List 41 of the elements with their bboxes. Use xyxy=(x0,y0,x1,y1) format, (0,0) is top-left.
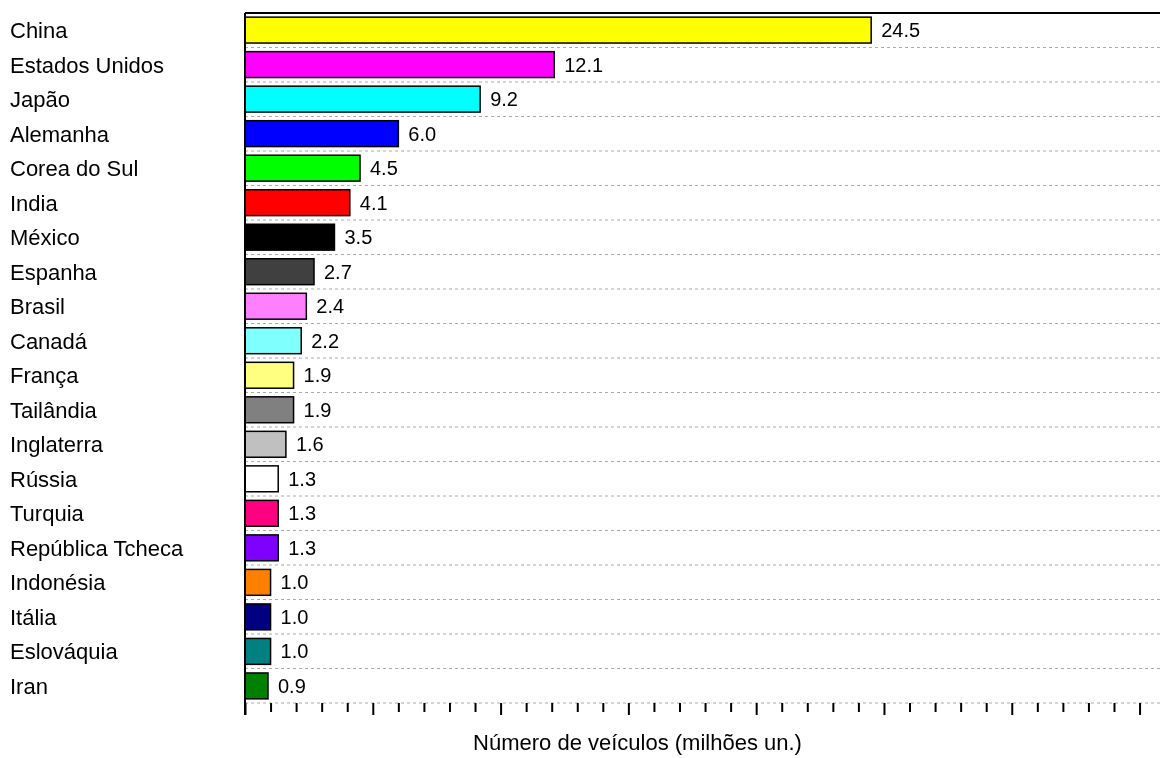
y-tick-label: Espanha xyxy=(10,259,98,285)
y-tick-label: Alemanha xyxy=(10,121,110,147)
data-label: 2.2 xyxy=(311,329,340,352)
y-tick-label: Brasil xyxy=(10,294,66,320)
x-axis-title: Número de veículos (milhões un.) xyxy=(473,730,802,755)
data-label: 9.2 xyxy=(490,88,518,111)
y-tick-label: Estados Unidos xyxy=(10,52,165,78)
data-label: 4.1 xyxy=(359,191,388,214)
data-label: 6.0 xyxy=(408,122,437,145)
data-label: 1.3 xyxy=(288,467,317,490)
data-label: 0.9 xyxy=(278,674,306,697)
data-label: 24.5 xyxy=(881,19,921,42)
data-label: 12.1 xyxy=(564,53,604,76)
data-label: 1.3 xyxy=(288,502,317,525)
data-label: 1.9 xyxy=(303,398,332,421)
data-label: 4.5 xyxy=(370,157,398,180)
data-label: 1.0 xyxy=(280,571,309,594)
data-label: 1.0 xyxy=(280,640,309,663)
y-tick-label: Indonésia xyxy=(10,570,107,596)
data-label: 2.4 xyxy=(316,295,345,318)
y-tick-label: India xyxy=(10,190,59,216)
data-label: 1.6 xyxy=(295,433,324,456)
y-tick-label: França xyxy=(10,363,80,389)
y-tick-label: China xyxy=(10,18,69,44)
data-label: 2.7 xyxy=(324,260,352,283)
y-tick-label: Japão xyxy=(10,87,70,113)
data-label: 1.0 xyxy=(280,605,309,628)
y-tick-label: Inglaterra xyxy=(10,432,104,458)
y-tick-label: Corea do Sul xyxy=(10,156,139,182)
y-tick-label: Itália xyxy=(10,604,58,630)
data-label: 3.5 xyxy=(344,226,373,249)
y-tick-label: República Tcheca xyxy=(10,535,185,561)
data-label: 1.9 xyxy=(303,364,332,387)
y-tick-label: Turquia xyxy=(10,501,85,527)
data-label: 1.3 xyxy=(288,536,317,559)
y-tick-label: Rússia xyxy=(10,466,79,492)
y-tick-label: Canadá xyxy=(10,328,88,354)
y-tick-label: Iran xyxy=(10,673,48,699)
y-tick-label: México xyxy=(10,225,80,251)
y-tick-label: Tailândia xyxy=(10,397,98,423)
y-tick-label: Eslováquia xyxy=(10,639,119,665)
